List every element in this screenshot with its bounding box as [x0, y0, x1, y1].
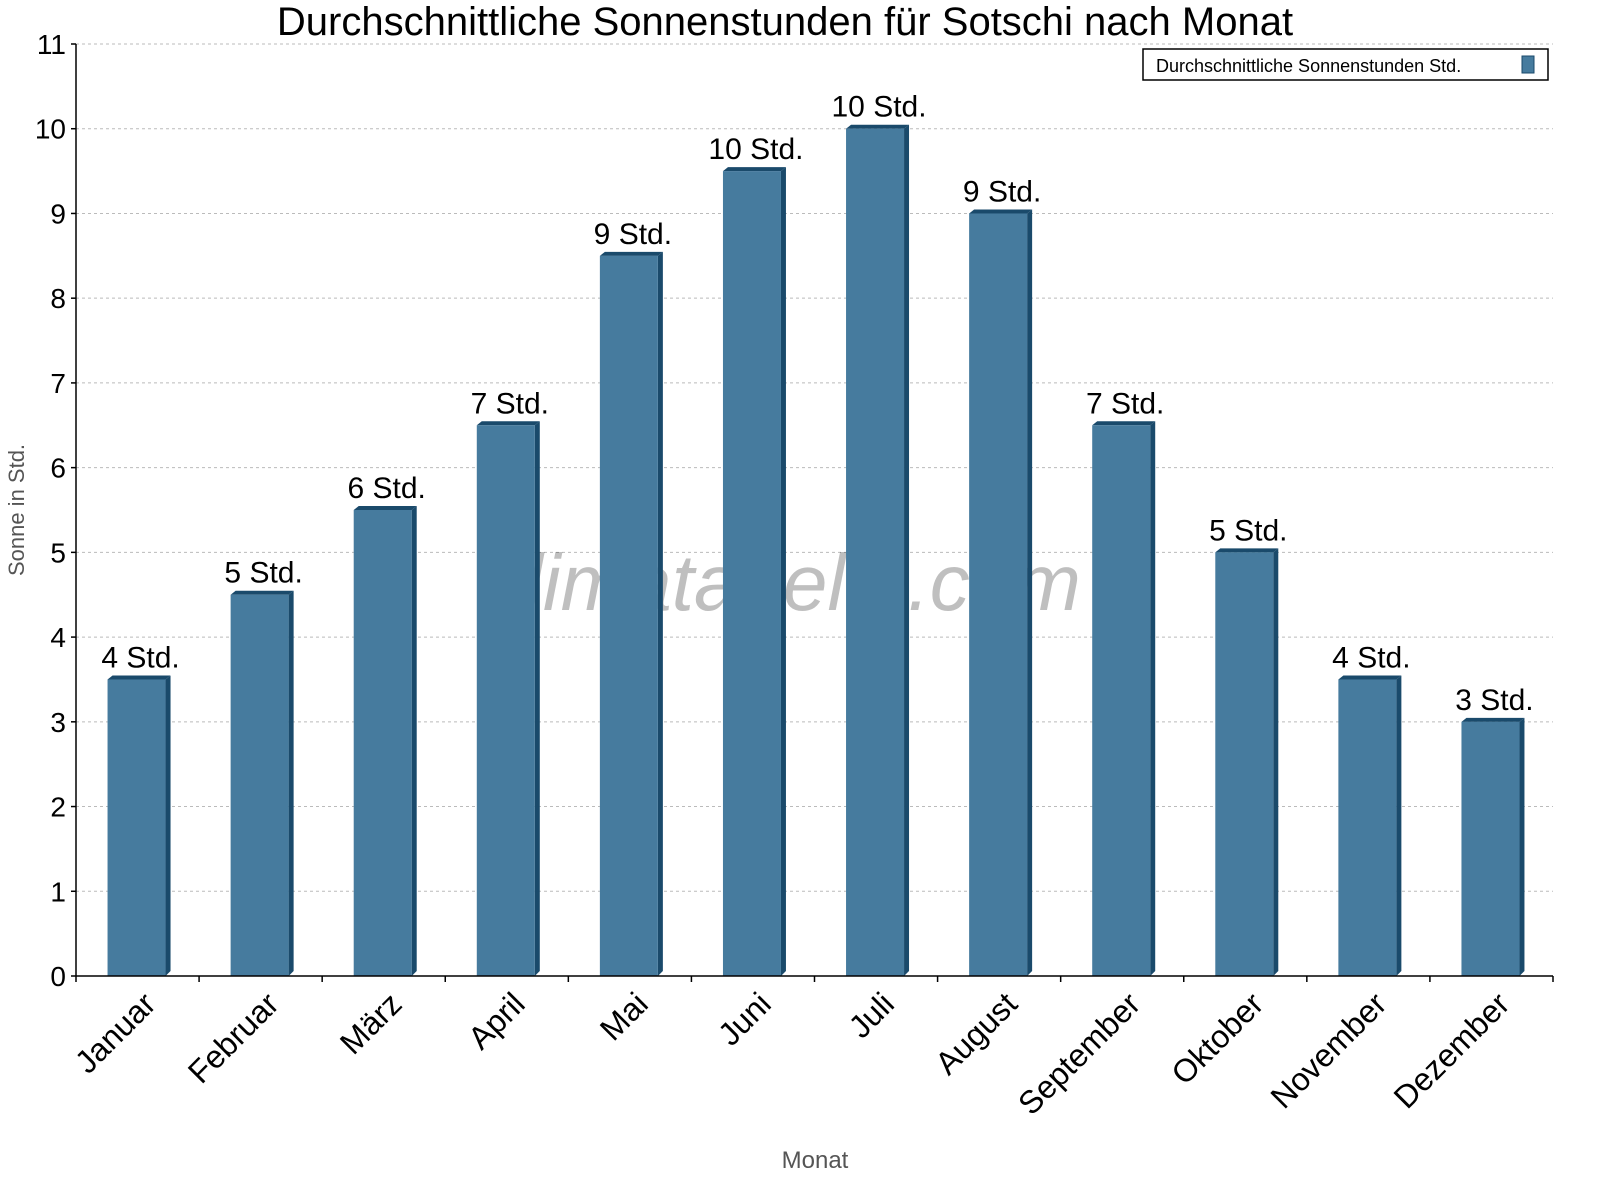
x-tick-label: Juli	[842, 985, 901, 1044]
bar-side	[1519, 717, 1525, 976]
bar	[476, 425, 535, 977]
x-axis-label: Monat	[782, 1147, 849, 1174]
y-tick-label: 11	[37, 29, 66, 60]
bar-side	[1273, 548, 1279, 976]
data-label: 9 Std.	[594, 218, 672, 251]
data-label: 10 Std.	[708, 133, 803, 166]
x-tick-label: November	[1263, 985, 1393, 1115]
bar-top	[1215, 548, 1279, 553]
x-tick-label: Mai	[593, 985, 655, 1047]
bar	[1338, 679, 1397, 976]
x-tick-label: August	[928, 985, 1024, 1081]
y-tick-label: 8	[50, 283, 66, 314]
bar-top	[476, 421, 540, 426]
x-tick-label: März	[333, 985, 409, 1061]
y-tick-label: 1	[50, 876, 66, 907]
data-label: 5 Std.	[224, 557, 302, 590]
bar	[599, 255, 658, 976]
bar	[353, 510, 412, 976]
bar-top	[107, 675, 171, 680]
bar-top	[969, 209, 1033, 214]
data-label: 5 Std.	[1209, 514, 1287, 547]
data-label: 9 Std.	[963, 175, 1041, 208]
bar	[722, 171, 781, 976]
data-label: 3 Std.	[1455, 684, 1533, 717]
bar-top	[230, 590, 294, 595]
bar-top	[1338, 675, 1402, 680]
data-label: 6 Std.	[348, 472, 426, 505]
bar-top	[353, 506, 417, 510]
y-tick-label: 9	[50, 198, 66, 229]
bar-side	[904, 124, 910, 976]
data-label: 7 Std.	[471, 387, 549, 420]
bar	[1215, 552, 1274, 976]
x-tick-label: Oktober	[1164, 985, 1270, 1091]
y-tick-label: 4	[50, 622, 66, 653]
bars: 4 Std. 5 Std. 6 Std. 7 Std. 9 Std. 10 Std. 10 …	[101, 91, 1534, 977]
bar	[846, 128, 905, 976]
x-tick-label: Juni	[711, 985, 778, 1052]
x-tick-label: Februar	[181, 985, 286, 1090]
legend-swatch	[1521, 55, 1535, 74]
y-tick-label: 2	[50, 792, 66, 823]
data-label: 4 Std.	[101, 641, 179, 674]
chart-title: Durchschnittliche Sonnenstunden für Sots…	[277, 0, 1293, 44]
data-label: 10 Std.	[832, 91, 927, 124]
legend: Durchschnittliche Sonnenstunden Std.	[1142, 48, 1549, 81]
bar-side	[411, 506, 417, 976]
bar-side	[165, 675, 171, 976]
bar-side	[534, 421, 540, 977]
y-tick-label: 5	[50, 537, 66, 568]
bar-top	[1461, 717, 1525, 722]
x-tick-label: April	[461, 985, 532, 1056]
grid-lines	[76, 43, 1553, 892]
y-axis-label: Sonne in Std.	[4, 444, 29, 576]
y-tick-label: 10	[35, 114, 66, 145]
data-label: 7 Std.	[1086, 387, 1164, 420]
bar	[969, 213, 1028, 977]
y-tick-label: 0	[50, 961, 66, 992]
x-tick-label: Dezember	[1387, 985, 1517, 1115]
y-tick-label: 6	[50, 453, 66, 484]
bar	[1461, 721, 1520, 976]
bar	[230, 594, 289, 976]
bar	[107, 679, 166, 976]
bar-top	[599, 251, 663, 256]
data-label: 4 Std.	[1332, 641, 1410, 674]
bar-top	[722, 167, 786, 172]
x-tick-label: Januar	[68, 985, 163, 1080]
bar-side	[1396, 675, 1402, 976]
bar-side	[657, 251, 663, 976]
bar-side	[288, 590, 294, 976]
bar-side	[1027, 209, 1033, 977]
y-tick-label: 7	[50, 368, 66, 399]
bar-top	[1092, 421, 1156, 426]
x-tick-label: September	[1011, 985, 1147, 1121]
bar	[1092, 425, 1151, 977]
y-tick-label: 3	[50, 707, 66, 738]
bar-top	[846, 124, 910, 129]
bar-side	[780, 167, 786, 976]
bar-side	[1150, 421, 1156, 977]
legend-label: Durchschnittliche Sonnenstunden Std.	[1156, 56, 1461, 76]
